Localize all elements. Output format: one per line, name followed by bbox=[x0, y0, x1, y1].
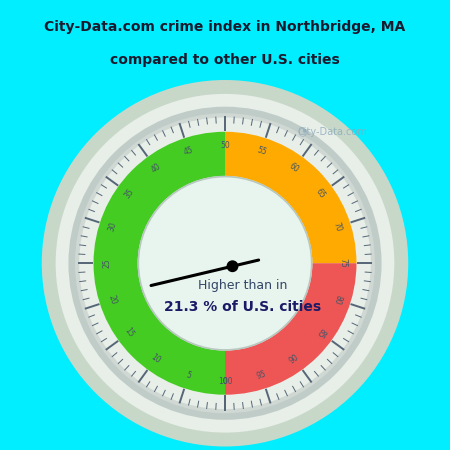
Text: 0: 0 bbox=[223, 377, 227, 386]
Text: 40: 40 bbox=[149, 161, 162, 174]
Text: City-Data.com: City-Data.com bbox=[298, 127, 368, 137]
Text: 30: 30 bbox=[107, 221, 118, 233]
Text: 35: 35 bbox=[123, 187, 136, 200]
Text: 50: 50 bbox=[220, 141, 230, 150]
Text: 25: 25 bbox=[103, 258, 112, 268]
Text: 70: 70 bbox=[332, 221, 343, 233]
Text: City-Data.com crime index in Northbridge, MA: City-Data.com crime index in Northbridge… bbox=[45, 20, 405, 34]
Wedge shape bbox=[94, 132, 225, 395]
Wedge shape bbox=[225, 263, 356, 395]
Text: 5: 5 bbox=[185, 370, 192, 381]
Text: 80: 80 bbox=[332, 294, 343, 306]
Text: 60: 60 bbox=[288, 161, 301, 174]
Text: 15: 15 bbox=[123, 326, 136, 339]
Circle shape bbox=[138, 176, 312, 350]
Text: 45: 45 bbox=[183, 145, 194, 157]
Wedge shape bbox=[225, 132, 356, 263]
Text: 100: 100 bbox=[218, 377, 232, 386]
Text: 21.3 % of U.S. cities: 21.3 % of U.S. cities bbox=[164, 300, 321, 314]
Text: ◔: ◔ bbox=[298, 127, 307, 137]
Text: compared to other U.S. cities: compared to other U.S. cities bbox=[110, 53, 340, 67]
Text: 20: 20 bbox=[107, 294, 118, 306]
Text: 85: 85 bbox=[314, 326, 327, 339]
Text: 55: 55 bbox=[256, 145, 267, 157]
Text: 75: 75 bbox=[338, 258, 347, 268]
Text: 90: 90 bbox=[288, 352, 301, 365]
Circle shape bbox=[49, 87, 401, 440]
Text: Higher than in: Higher than in bbox=[198, 279, 288, 292]
Text: 10: 10 bbox=[149, 352, 162, 365]
Circle shape bbox=[227, 261, 238, 271]
Text: 95: 95 bbox=[256, 370, 267, 381]
Text: 65: 65 bbox=[314, 187, 327, 200]
